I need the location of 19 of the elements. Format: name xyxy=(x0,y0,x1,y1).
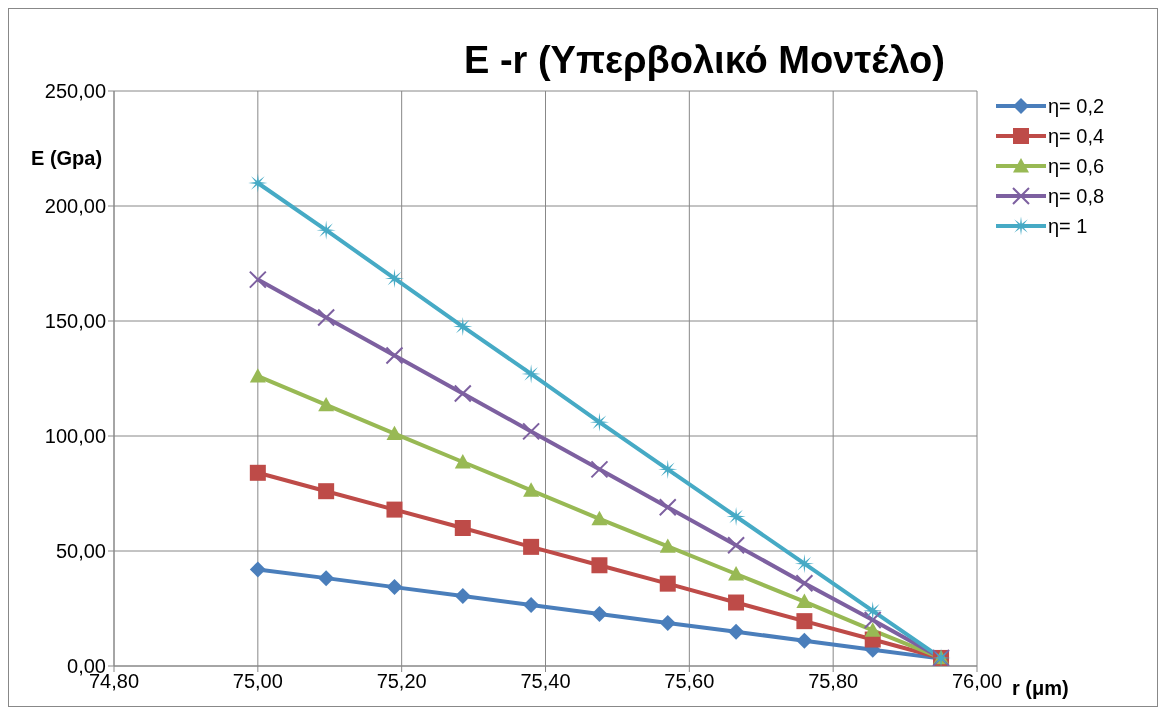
x-tick-label: 75,00 xyxy=(232,670,283,693)
y-tick-label: 150,00 xyxy=(44,310,106,333)
chart-title: E -r (Υπερβολικό Μοντέλο) xyxy=(464,39,945,82)
x-axis-title: r (μm) xyxy=(1012,677,1069,700)
legend-label: η= 0,2 xyxy=(1048,94,1105,118)
y-tick-label: 100,00 xyxy=(44,425,106,448)
legend-label: η= 0,8 xyxy=(1048,184,1105,208)
x-tick-label: 75,80 xyxy=(808,670,859,693)
legend-label: η= 1 xyxy=(1048,214,1088,238)
legend-label: η= 0,6 xyxy=(1048,154,1105,178)
x-tick-label: 76,00 xyxy=(951,670,1003,693)
x-tick-label: 75,60 xyxy=(664,670,715,693)
x-tick-label: 75,40 xyxy=(520,670,571,693)
legend-label: η= 0,4 xyxy=(1048,124,1105,148)
y-tick-label: 50,00 xyxy=(55,540,106,563)
y-axis-title: E (Gpa) xyxy=(31,147,103,170)
x-tick-label: 75,20 xyxy=(376,670,427,693)
y-tick-label: 200,00 xyxy=(44,195,106,218)
y-tick-label: 250,00 xyxy=(44,80,106,103)
